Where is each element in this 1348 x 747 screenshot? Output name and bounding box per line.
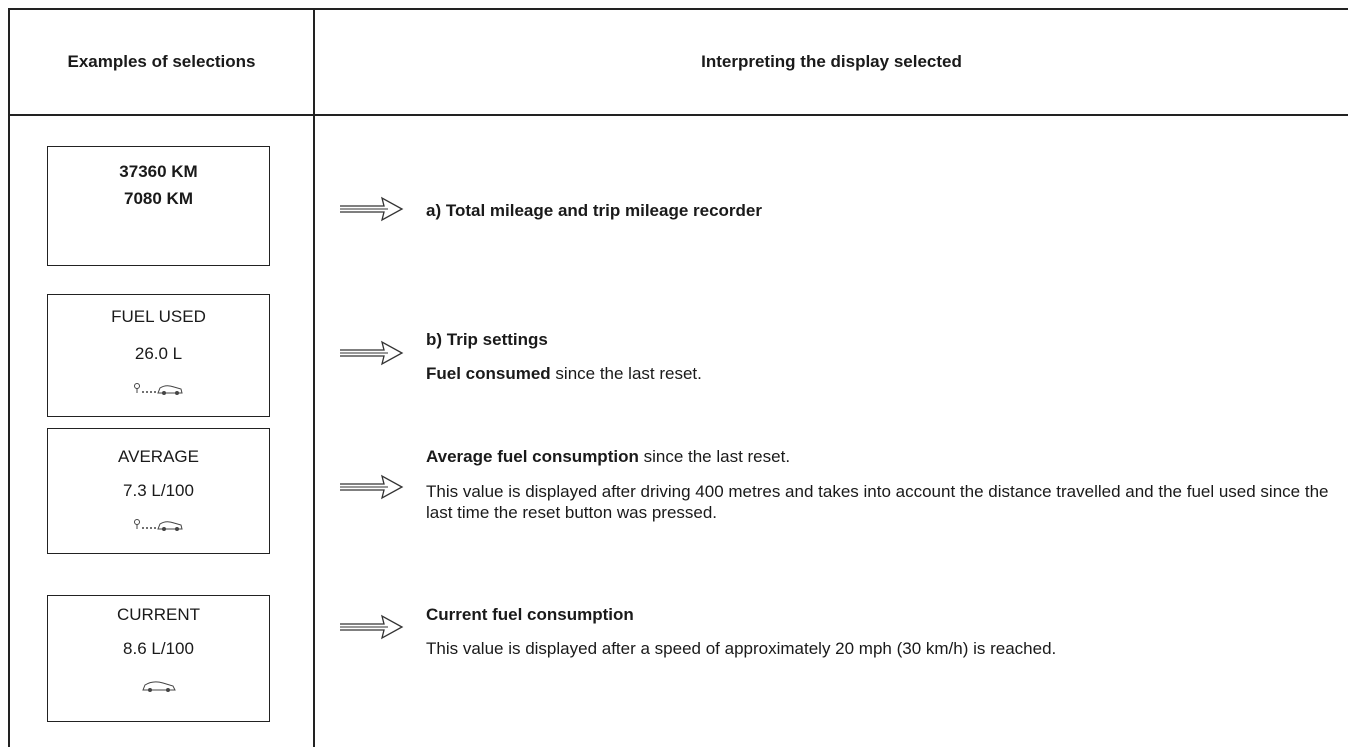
display-box: FUEL USED 26.0 L [47, 294, 270, 417]
text: since the last reset. [550, 364, 702, 383]
arrow [340, 474, 404, 500]
bold-text: Fuel consumed [426, 364, 551, 383]
header-left: Examples of selections [67, 52, 256, 71]
display-line: CURRENT [116, 605, 201, 624]
text: This value is displayed after driving 40… [426, 482, 1329, 522]
display-box: CURRENT 8.6 L/100 [47, 595, 270, 722]
description-paragraph: This value is displayed after driving 40… [426, 481, 1344, 523]
display-line: 8.6 L/100 [123, 639, 194, 658]
description-line: This value is displayed after a speed of… [426, 638, 1348, 659]
text: This value is displayed after a speed of… [426, 639, 1057, 658]
column-divider [313, 8, 315, 747]
arrow [340, 614, 404, 640]
header-right: Interpreting the display selected [701, 52, 962, 71]
description-line: Fuel consumed since the last reset. [426, 363, 1348, 384]
display-line: 7.3 L/100 [123, 481, 194, 500]
display-line: 37360 KM [119, 162, 198, 181]
arrow [340, 196, 404, 222]
display-line: FUEL USED [111, 307, 206, 326]
bold-text: a) Total mileage and trip mileage record… [426, 201, 763, 220]
trip-icon [134, 383, 183, 395]
display-box: 37360 KM 7080 KM [47, 146, 270, 266]
arrow [340, 340, 404, 366]
display-line: 26.0 L [134, 344, 183, 363]
header-bottom [8, 114, 1348, 116]
description-line: Current fuel consumption [426, 604, 1348, 625]
table-left [8, 8, 10, 747]
bold-text: b) Trip settings [426, 330, 548, 349]
display-box: AVERAGE 7.3 L/100 [47, 428, 270, 554]
trip-icon [134, 519, 183, 531]
description-line: a) Total mileage and trip mileage record… [426, 200, 1348, 221]
description-line: Average fuel consumption since the last … [426, 446, 1348, 467]
bold-text: Average fuel consumption [426, 447, 639, 466]
description-line: b) Trip settings [426, 329, 1348, 350]
table-top [8, 8, 1348, 10]
display-line: AVERAGE [118, 447, 199, 466]
text: since the last reset. [638, 447, 791, 466]
car-icon [142, 681, 176, 692]
display-line: 7080 KM [124, 189, 193, 208]
bold-text: Current fuel consumption [426, 605, 634, 624]
